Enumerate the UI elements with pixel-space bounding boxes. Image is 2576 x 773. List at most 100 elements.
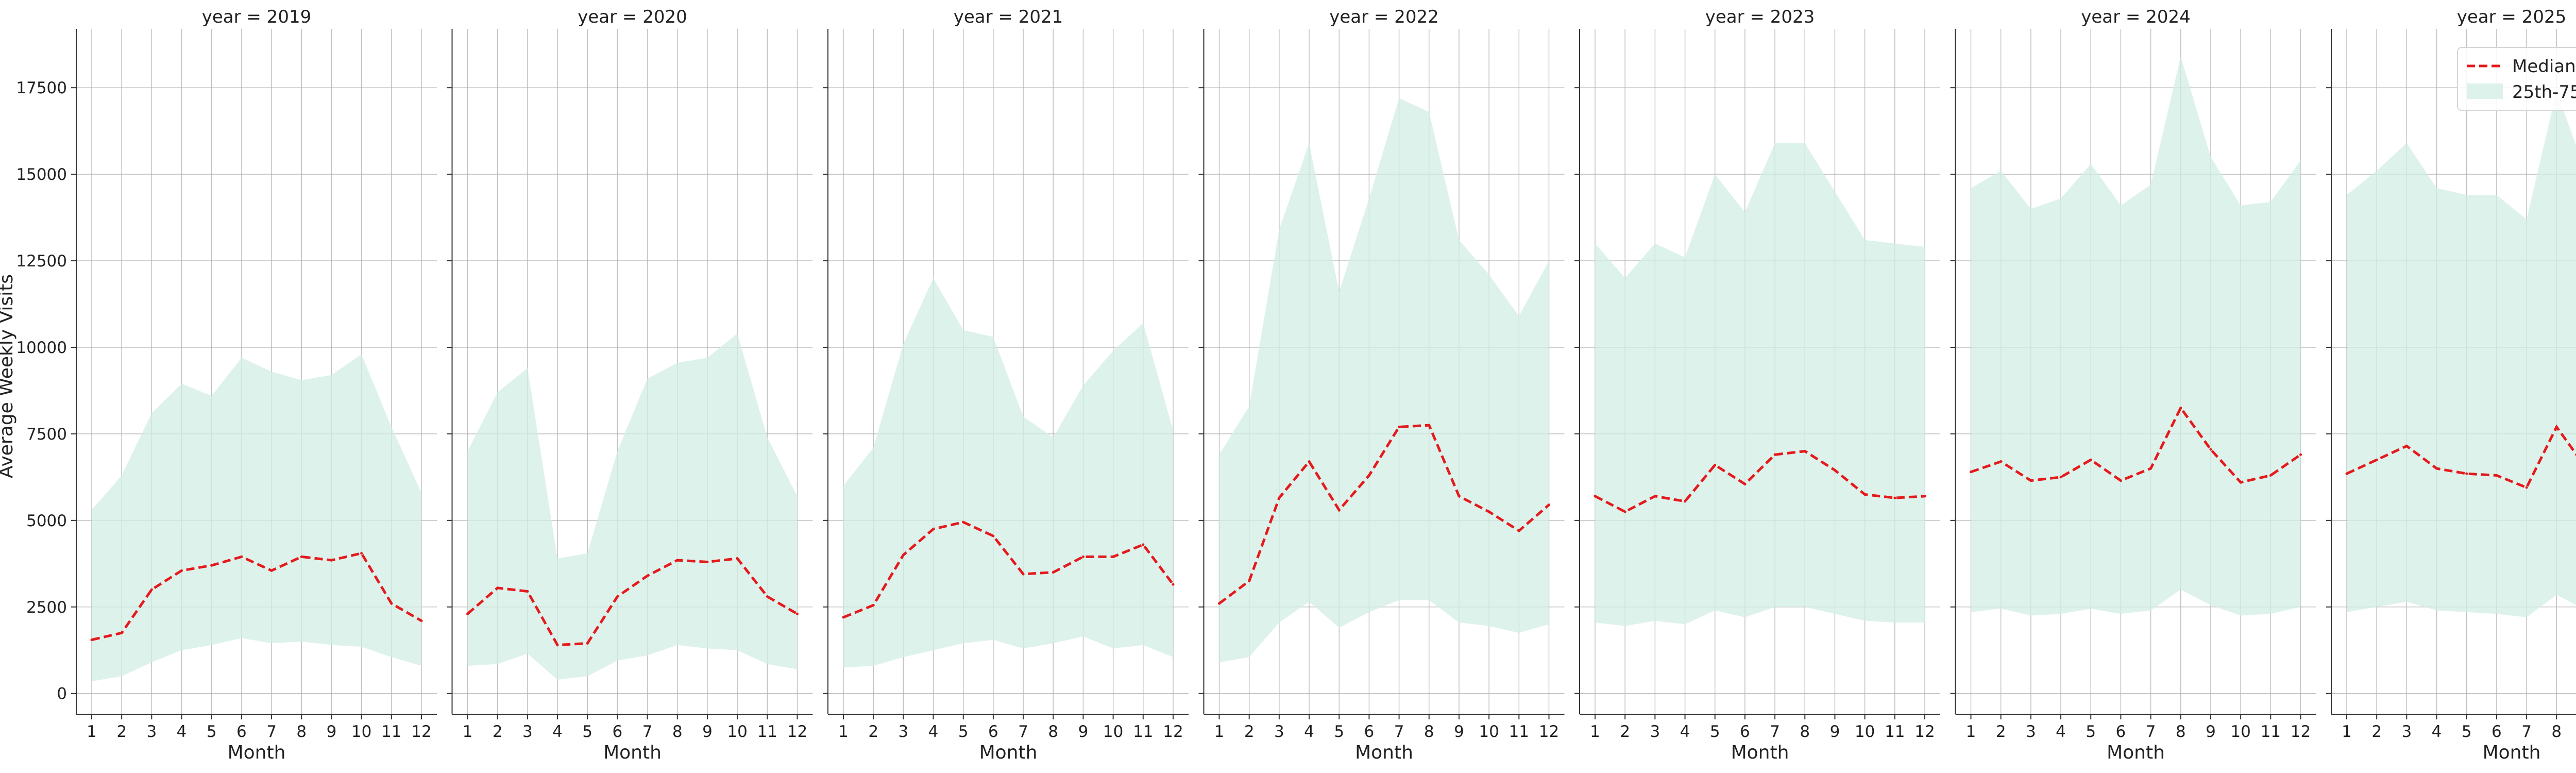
median-point bbox=[2525, 486, 2528, 489]
x-tick-label: 2 bbox=[868, 722, 878, 741]
facet-title: year = 2022 bbox=[1329, 7, 1438, 27]
median-point bbox=[962, 520, 965, 524]
median-point bbox=[390, 602, 393, 605]
median-point bbox=[330, 559, 333, 562]
median-point bbox=[1278, 496, 1281, 499]
x-tick-label: 6 bbox=[613, 722, 623, 741]
x-tick-label: 10 bbox=[1479, 722, 1499, 741]
x-tick-label: 6 bbox=[1740, 722, 1750, 741]
x-tick-label: 3 bbox=[2026, 722, 2036, 741]
x-tick-label: 7 bbox=[266, 722, 277, 741]
x-tick-label: 11 bbox=[381, 722, 401, 741]
facet-panel-2019: 1 2 3 4 5 6 7 8 9 10 11 120250050007500100001250015… bbox=[16, 7, 437, 763]
x-tick-label: 4 bbox=[928, 722, 939, 741]
median-point bbox=[842, 616, 845, 619]
median-point bbox=[270, 569, 273, 572]
median-point bbox=[646, 574, 649, 577]
x-tick-label: 12 bbox=[1914, 722, 1935, 741]
y-tick-label: 10000 bbox=[16, 339, 67, 357]
x-axis-label: Month bbox=[979, 742, 1038, 763]
median-point bbox=[1081, 555, 1084, 558]
median-point bbox=[1653, 495, 1656, 498]
x-tick-label: 9 bbox=[1454, 722, 1464, 741]
legend-band-label: 25th-75th Percentile bbox=[2512, 82, 2576, 103]
x-tick-label: 8 bbox=[1048, 722, 1058, 741]
x-tick-label: 2 bbox=[1996, 722, 2006, 741]
facet-title: year = 2020 bbox=[578, 7, 687, 27]
median-point bbox=[902, 553, 905, 557]
percentile-band bbox=[92, 354, 421, 682]
x-tick-label: 2 bbox=[1620, 722, 1630, 741]
median-point bbox=[1022, 573, 1025, 576]
x-tick-label: 9 bbox=[2206, 722, 2216, 741]
x-tick-label: 5 bbox=[207, 722, 217, 741]
x-tick-label: 12 bbox=[787, 722, 807, 741]
median-point bbox=[1893, 496, 1896, 499]
median-point bbox=[1218, 602, 1221, 605]
x-tick-label: 3 bbox=[1274, 722, 1284, 741]
x-axis-label: Month bbox=[2107, 742, 2165, 763]
median-point bbox=[1112, 555, 1115, 558]
median-point bbox=[1248, 579, 1251, 582]
legend-band-swatch bbox=[2467, 83, 2503, 99]
x-tick-label: 5 bbox=[1710, 722, 1720, 741]
median-point bbox=[2029, 479, 2032, 482]
median-point bbox=[2435, 467, 2438, 470]
median-point bbox=[300, 555, 303, 558]
median-point bbox=[1623, 510, 1626, 513]
x-tick-label: 11 bbox=[757, 722, 777, 741]
x-tick-label: 7 bbox=[2146, 722, 2156, 741]
facet-title: year = 2023 bbox=[1705, 7, 1815, 27]
median-point bbox=[1367, 474, 1370, 477]
median-point bbox=[616, 595, 619, 598]
x-tick-label: 1 bbox=[838, 722, 849, 741]
median-point bbox=[2179, 407, 2182, 410]
percentile-band bbox=[2347, 91, 2576, 617]
facet-panels: 1 2 3 4 5 6 7 8 9 10 11 120250050007500100001250015… bbox=[16, 7, 2576, 763]
x-tick-label: 6 bbox=[1364, 722, 1375, 741]
percentile-band bbox=[1595, 143, 1925, 626]
x-tick-label: 8 bbox=[296, 722, 307, 741]
median-point bbox=[2495, 474, 2498, 477]
median-point bbox=[1863, 493, 1867, 496]
x-tick-label: 11 bbox=[1133, 722, 1153, 741]
x-tick-label: 12 bbox=[2291, 722, 2311, 741]
median-point bbox=[2465, 472, 2468, 475]
median-point bbox=[420, 619, 423, 623]
x-axis-label: Month bbox=[603, 742, 662, 763]
median-point bbox=[1999, 460, 2003, 463]
x-tick-label: 4 bbox=[2056, 722, 2066, 741]
x-tick-label: 11 bbox=[1509, 722, 1529, 741]
median-point bbox=[736, 557, 739, 560]
x-tick-label: 4 bbox=[1680, 722, 1690, 741]
median-point bbox=[2555, 425, 2558, 428]
median-point bbox=[90, 638, 93, 642]
median-line bbox=[91, 551, 422, 642]
median-point bbox=[676, 559, 679, 562]
x-tick-label: 1 bbox=[87, 722, 97, 741]
x-tick-label: 6 bbox=[988, 722, 998, 741]
x-tick-label: 10 bbox=[1855, 722, 1875, 741]
median-point bbox=[1487, 510, 1490, 513]
median-point bbox=[1684, 500, 1687, 503]
y-tick-label: 0 bbox=[57, 685, 67, 703]
facet-title: year = 2025 bbox=[2457, 7, 2566, 27]
median-point bbox=[932, 528, 935, 531]
median-point bbox=[2405, 444, 2408, 447]
median-point bbox=[872, 603, 875, 607]
y-tick-label: 7500 bbox=[26, 425, 67, 444]
facet-title: year = 2024 bbox=[2081, 7, 2190, 27]
legend-median-label: Median bbox=[2512, 56, 2576, 77]
median-point bbox=[796, 612, 799, 615]
median-point bbox=[706, 560, 709, 563]
x-tick-label: 8 bbox=[2176, 722, 2186, 741]
x-tick-label: 1 bbox=[2342, 722, 2352, 741]
y-tick-label: 5000 bbox=[26, 512, 67, 530]
x-tick-label: 8 bbox=[2551, 722, 2562, 741]
x-tick-label: 7 bbox=[1018, 722, 1028, 741]
x-tick-label: 12 bbox=[1163, 722, 1183, 741]
x-tick-label: 10 bbox=[351, 722, 371, 741]
